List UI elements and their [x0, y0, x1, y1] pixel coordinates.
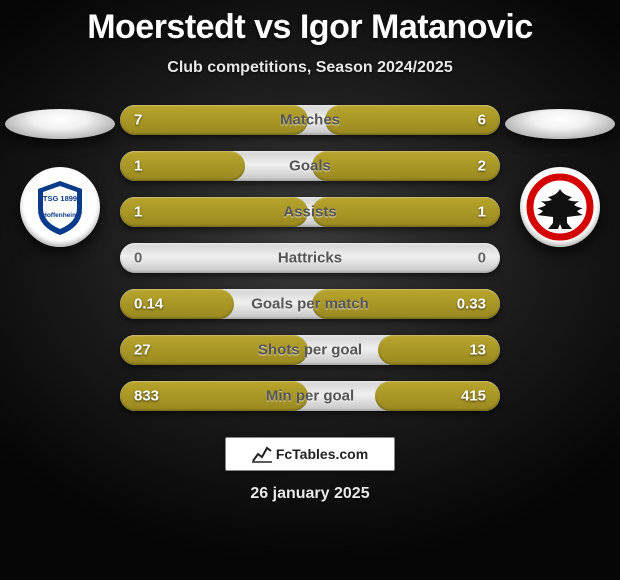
page-subtitle: Club competitions, Season 2024/2025	[0, 59, 620, 77]
stat-label: Min per goal	[266, 388, 354, 405]
stat-value-right: 1	[478, 204, 486, 221]
page-title: Moerstedt vs Igor Matanovic	[0, 0, 620, 47]
stat-fill-left	[120, 197, 308, 227]
stat-row: 7 6 Matches	[120, 105, 500, 135]
stat-row: 0 0 Hattricks	[120, 243, 500, 273]
svg-text:TSG 1899: TSG 1899	[43, 194, 77, 203]
stat-row: 27 13 Shots per goal	[120, 335, 500, 365]
stat-label: Goals per match	[251, 296, 369, 313]
stat-label: Shots per goal	[258, 342, 362, 359]
stat-label: Assists	[283, 204, 336, 221]
stat-value-left: 27	[134, 342, 151, 359]
stat-value-right: 2	[478, 158, 486, 175]
right-team-crest	[520, 167, 600, 247]
stat-fill-right	[325, 105, 500, 135]
stat-value-left: 7	[134, 112, 142, 129]
svg-text:Hoffenheim: Hoffenheim	[42, 212, 78, 219]
stat-bars: 7 6 Matches 1 2 Goals 1 1 Assists 0 0 Hattricks 0.14…	[120, 105, 500, 427]
stat-value-left: 1	[134, 204, 142, 221]
stat-value-right: 0	[478, 250, 486, 267]
source-logo: FcTables.com	[225, 437, 395, 471]
stat-row: 1 1 Assists	[120, 197, 500, 227]
report-date: 26 january 2025	[0, 485, 620, 503]
stat-row: 1 2 Goals	[120, 151, 500, 181]
left-team-crest: TSG 1899 Hoffenheim	[20, 167, 100, 247]
stat-label: Matches	[280, 112, 340, 129]
pedestal-left	[5, 109, 115, 139]
stat-value-left: 1	[134, 158, 142, 175]
stat-row: 833 415 Min per goal	[120, 381, 500, 411]
stat-value-right: 6	[478, 112, 486, 129]
right-team-column	[500, 105, 620, 247]
stat-label: Goals	[289, 158, 331, 175]
stat-value-left: 0.14	[134, 296, 163, 313]
stat-fill-right	[312, 151, 500, 181]
stat-value-left: 833	[134, 388, 159, 405]
stat-value-right: 0.33	[457, 296, 486, 313]
stat-row: 0.14 0.33 Goals per match	[120, 289, 500, 319]
source-logo-text: FcTables.com	[276, 446, 368, 462]
left-team-column: TSG 1899 Hoffenheim	[0, 105, 120, 247]
stat-label: Hattricks	[278, 250, 342, 267]
stat-value-right: 13	[469, 342, 486, 359]
comparison-panel: TSG 1899 Hoffenheim 7 6 Matches 1 2 Goals 1 1 Ass…	[0, 105, 620, 427]
stat-value-right: 415	[461, 388, 486, 405]
stat-value-left: 0	[134, 250, 142, 267]
stat-fill-right	[312, 197, 500, 227]
chart-icon	[252, 445, 272, 463]
pedestal-right	[505, 109, 615, 139]
